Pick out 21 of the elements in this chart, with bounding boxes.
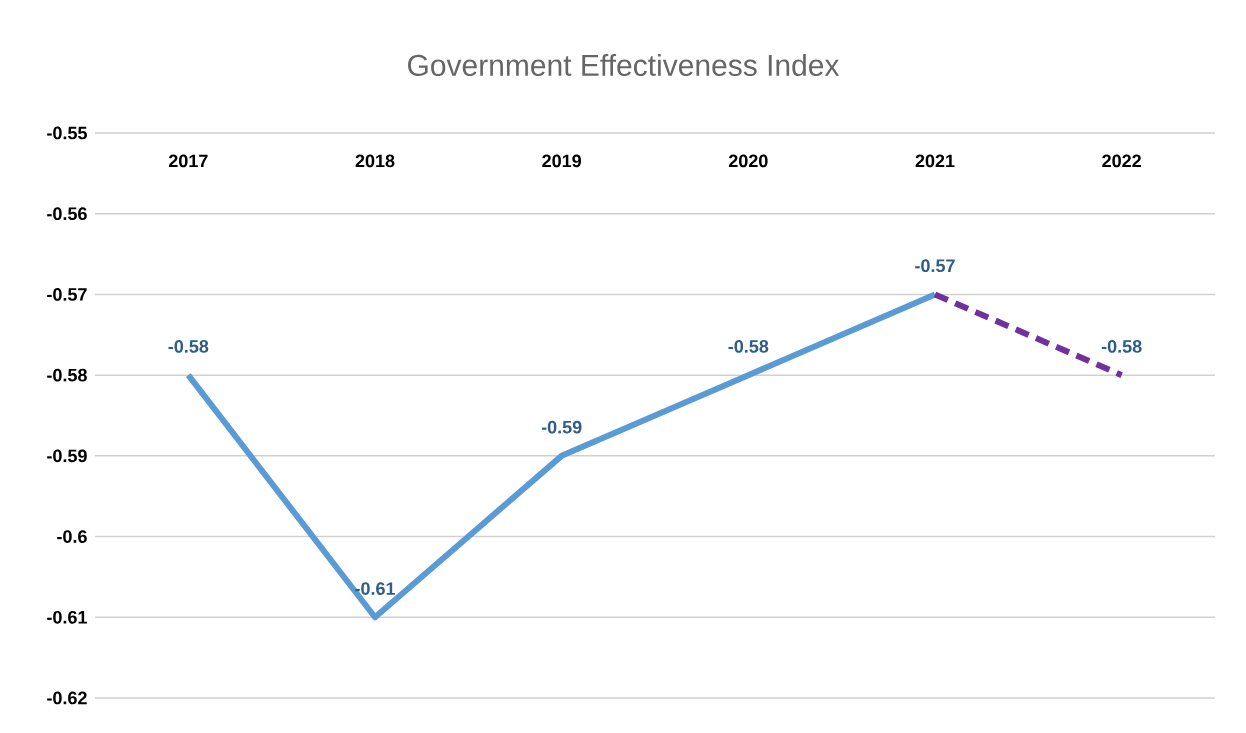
y-tick-label: -0.58: [47, 368, 87, 382]
data-label: -0.58: [728, 340, 769, 353]
x-tick-label: 2021: [915, 154, 955, 168]
x-tick-label: 2022: [1102, 154, 1141, 168]
y-tick-label: -0.59: [47, 449, 87, 463]
data-label: -0.58: [168, 340, 209, 353]
x-tick-label: 2020: [728, 154, 768, 168]
data-label: -0.57: [915, 259, 955, 273]
y-tick-label: -0.55: [47, 126, 87, 140]
y-tick-label: -0.57: [47, 288, 87, 301]
x-tick-label: 2019: [542, 154, 582, 168]
y-tick-label: -0.61: [47, 610, 87, 624]
y-tick-label: -0.56: [47, 207, 87, 221]
data-label: -0.61: [355, 582, 396, 595]
data-label: -0.58: [1101, 340, 1142, 353]
x-tick-label: 2018: [355, 154, 395, 168]
y-tick-label: -0.6: [57, 530, 87, 543]
x-tick-label: 2017: [168, 154, 208, 168]
y-tick-label: -0.62: [47, 691, 87, 705]
chart-title: Government Effectiveness Index: [408, 53, 840, 77]
data-label: -0.59: [541, 420, 582, 434]
